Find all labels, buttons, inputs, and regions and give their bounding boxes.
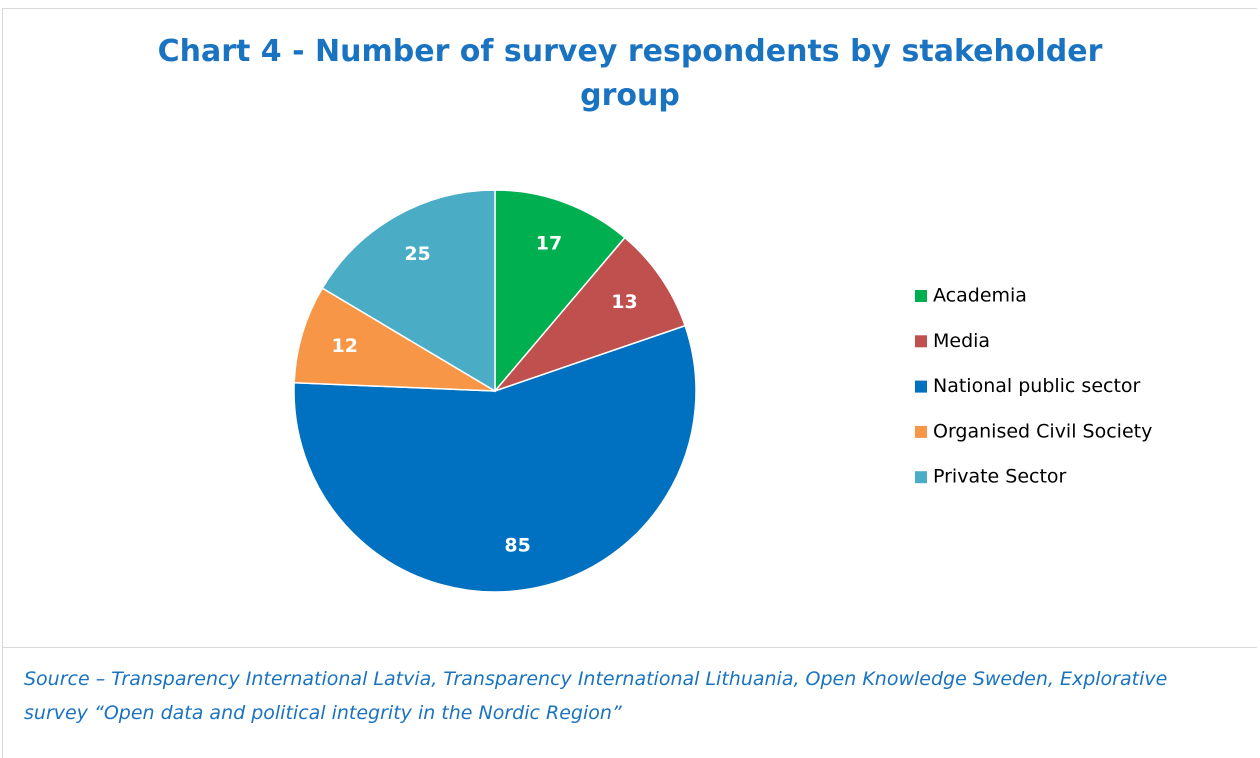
pie-slice	[494, 189, 626, 394]
data-label: 85	[504, 535, 530, 557]
caption: Source – Transparency International Latv…	[24, 668, 1168, 724]
data-label: 13	[611, 291, 637, 313]
chart-title: Chart 4 - Number of survey respondents b…	[157, 34, 1103, 113]
legend-swatch	[915, 380, 927, 393]
legend-label: Private Sector	[933, 466, 1067, 488]
legend-swatch	[915, 471, 927, 484]
caption-border	[2, 648, 3, 758]
legend-swatch	[915, 290, 927, 302]
legend-label: Media	[933, 330, 990, 352]
data-label: 25	[404, 243, 430, 265]
pie-slice	[321, 189, 496, 393]
chart: 17 13 85 12 25 Academia Media National public s…	[293, 189, 1152, 593]
chart-frame	[2, 8, 1257, 648]
pie-slice	[293, 287, 496, 392]
pie-slice	[492, 236, 687, 393]
legend-label: National public sector	[933, 375, 1141, 397]
legend-label: Academia	[933, 285, 1027, 307]
data-label: 12	[332, 335, 358, 357]
pie-slice	[293, 324, 697, 593]
legend-swatch	[915, 425, 927, 438]
legend-label: Organised Civil Society	[933, 420, 1152, 442]
data-label: 17	[536, 232, 562, 254]
legend-swatch	[915, 335, 927, 348]
